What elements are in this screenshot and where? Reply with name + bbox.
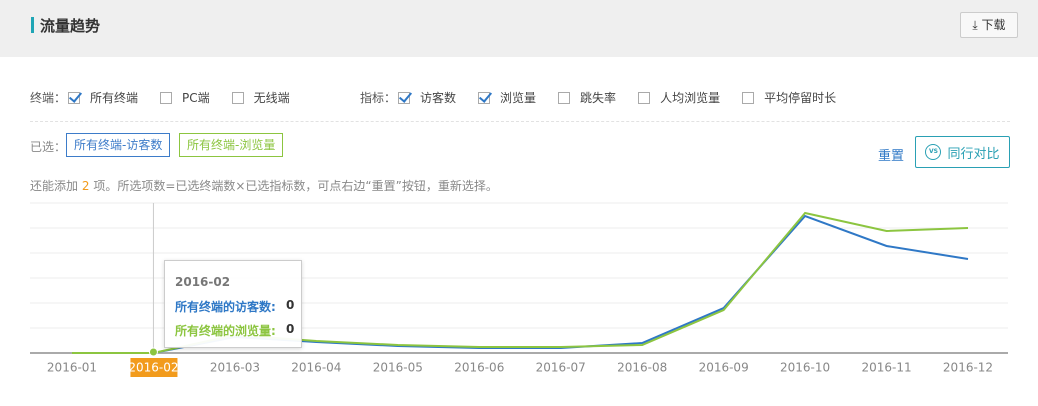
header xyxy=(0,0,1038,57)
hint-text: 还能添加 xyxy=(30,179,79,193)
option-label: 所有终端 xyxy=(90,91,139,105)
metric-label: 指标： xyxy=(360,91,397,105)
checkbox[interactable] xyxy=(68,91,81,104)
checkbox[interactable] xyxy=(398,91,411,104)
tooltip-label: 所有终端的浏览量: xyxy=(175,324,276,338)
selected-label: 已选： xyxy=(30,140,67,154)
x-tick-label: 2016-05 xyxy=(373,361,423,375)
compare-label: 同行对比 xyxy=(947,146,1000,162)
x-label-highlight xyxy=(130,358,178,377)
vs-icon: VS xyxy=(925,144,942,160)
option-label: 人均浏览量 xyxy=(660,91,721,105)
x-tick-label: 2016-10 xyxy=(780,361,830,375)
tooltip-title: 2016-02 xyxy=(175,275,231,289)
filter-option[interactable]: 无线端 xyxy=(231,89,290,106)
option-label: 无线端 xyxy=(253,91,290,105)
hint-count: 2 xyxy=(81,179,90,193)
terminal-filter: 终端： 所有终端 PC端 无线端 xyxy=(30,89,312,106)
checkbox[interactable] xyxy=(231,91,244,104)
reset-link[interactable]: 重置 xyxy=(878,149,905,164)
selected-tag[interactable]: 所有终端-访客数 xyxy=(66,133,171,157)
filter-option[interactable]: 人均浏览量 xyxy=(638,89,720,106)
title-accent xyxy=(31,17,34,33)
filter-option[interactable]: 所有终端 xyxy=(68,89,138,106)
tooltip-value: 0 xyxy=(286,298,295,312)
x-tick-label: 2016-01 xyxy=(47,361,97,375)
filter-option[interactable]: PC端 xyxy=(160,89,210,106)
option-label: 访客数 xyxy=(420,91,457,105)
section-title: 流量趋势 xyxy=(40,17,101,35)
x-tick-label: 2016-06 xyxy=(454,361,504,375)
checkbox[interactable] xyxy=(558,91,571,104)
hint: 还能添加 2 项。所选项数=已选终端数×已选指标数，可点右边“重置”按钮，重新选… xyxy=(30,177,498,194)
x-tick-label: 2016-07 xyxy=(536,361,586,375)
x-tick-label: 2016-12 xyxy=(943,361,993,375)
tooltip-value: 0 xyxy=(286,322,295,336)
option-label: 平均停留时长 xyxy=(764,91,837,105)
option-label: PC端 xyxy=(182,91,210,105)
checkbox[interactable] xyxy=(742,91,755,104)
download-label: 下载 xyxy=(981,18,1006,32)
x-tick-label: 2016-02 xyxy=(128,361,178,375)
filter-option[interactable]: 访客数 xyxy=(398,89,456,106)
checkbox[interactable] xyxy=(638,91,651,104)
x-tick-label: 2016-04 xyxy=(291,361,341,375)
filter-option[interactable]: 平均停留时长 xyxy=(742,89,836,106)
filter-option[interactable]: 浏览量 xyxy=(478,89,536,106)
checkbox[interactable] xyxy=(160,91,173,104)
download-button[interactable]: ⤓ 下载 xyxy=(960,12,1018,38)
x-tick-label: 2016-08 xyxy=(617,361,667,375)
download-icon: ⤓ xyxy=(972,18,982,32)
option-label: 浏览量 xyxy=(500,91,537,105)
hint-text: 项。所选项数=已选终端数×已选指标数，可点右边“重置”按钮，重新选择。 xyxy=(93,179,498,193)
checkbox[interactable] xyxy=(478,91,491,104)
tooltip: 2016-02 所有终端的访客数: 0 所有终端的浏览量: 0 xyxy=(164,260,302,348)
x-tick-label: 2016-03 xyxy=(210,361,260,375)
tooltip-label: 所有终端的访客数: xyxy=(175,300,276,314)
hover-dot xyxy=(148,347,158,357)
selected-tag[interactable]: 所有终端-浏览量 xyxy=(179,133,284,157)
option-label: 跳失率 xyxy=(580,91,617,105)
filter-option[interactable]: 跳失率 xyxy=(558,89,616,106)
separator xyxy=(30,121,1010,122)
terminal-label: 终端： xyxy=(30,91,67,105)
x-tick-label: 2016-11 xyxy=(861,361,911,375)
metric-filter: 指标： 访客数 浏览量 跳失率 人均浏览量 平均停留时长 xyxy=(360,89,858,106)
x-tick-label: 2016-09 xyxy=(699,361,749,375)
compare-button[interactable]: VS 同行对比 xyxy=(915,136,1010,168)
